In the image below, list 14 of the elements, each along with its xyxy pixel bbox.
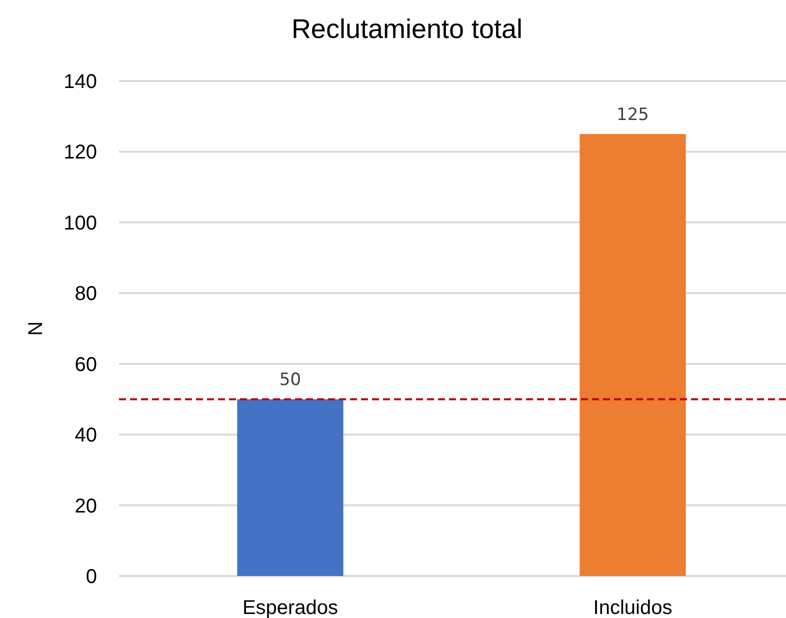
y-tick-label: 0 [86,566,97,588]
y-tick-label: 100 [64,212,97,234]
x-tick-label: Incluidos [593,597,672,618]
y-tick-label: 20 [74,495,97,518]
y-tick-label: 60 [74,354,97,376]
y-tick-label: 80 [74,283,97,306]
chart-title: Reclutamiento total [291,14,523,44]
y-tick-label: 40 [74,424,97,447]
data-label: 125 [616,105,649,126]
y-tick-label: 120 [64,142,97,164]
y-tick-label: 140 [64,71,97,93]
data-label: 50 [279,370,302,390]
y-axis-title: N [25,321,47,336]
x-tick-label: Esperados [242,597,338,618]
